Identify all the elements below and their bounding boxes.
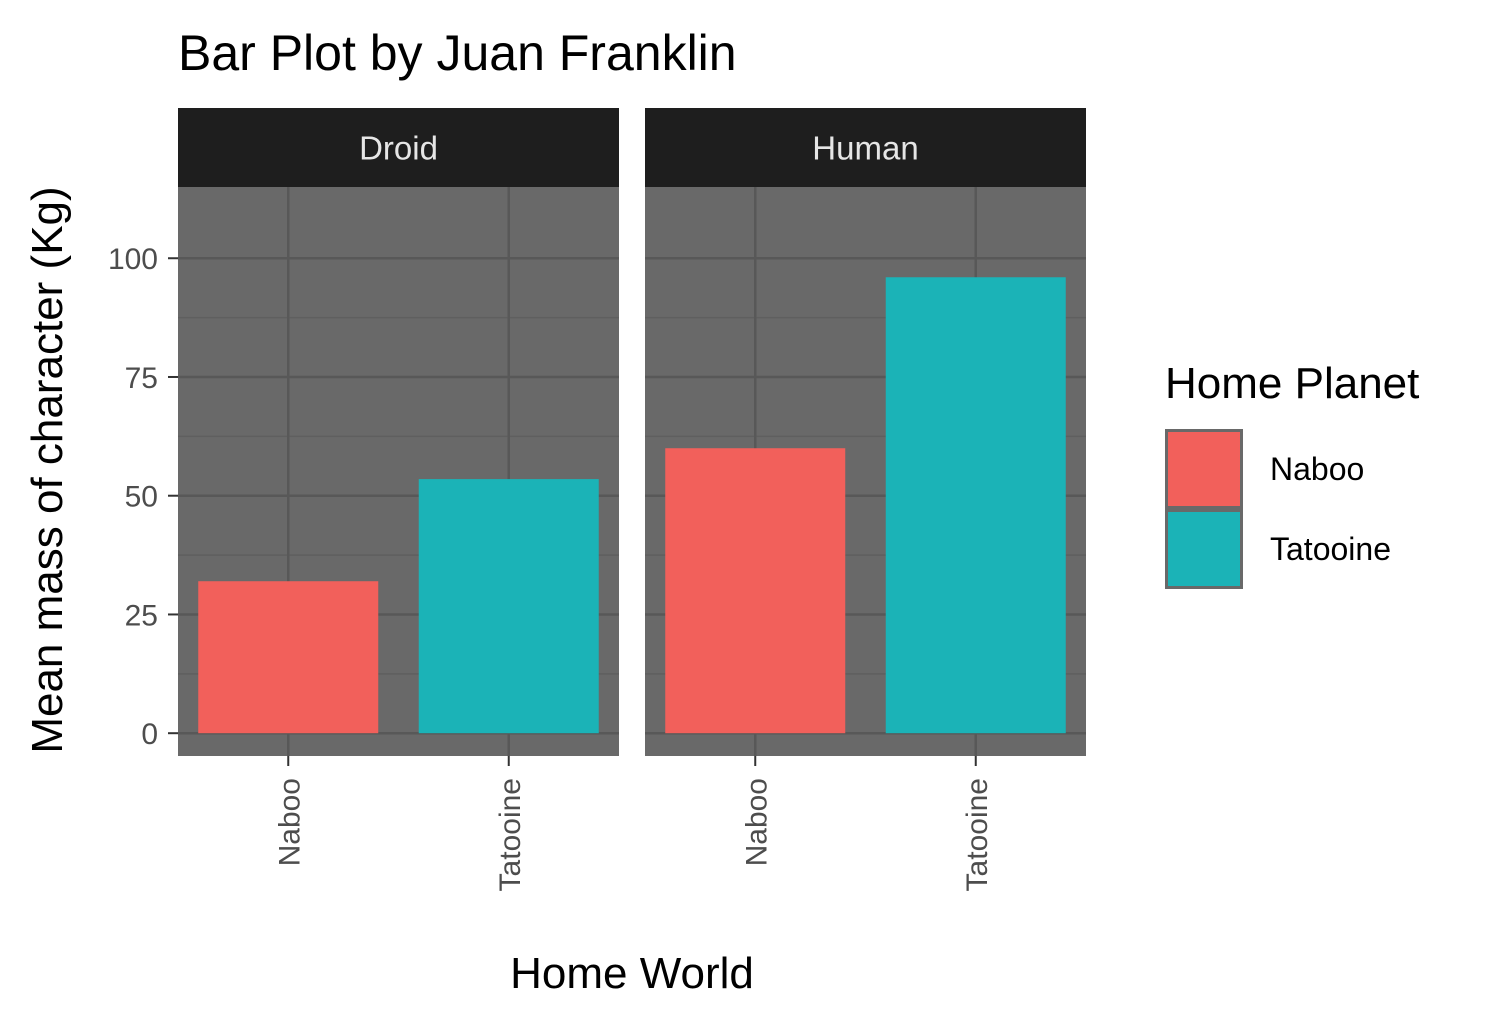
legend-title: Home Planet — [1165, 359, 1419, 408]
x-tick-label: Tatooine — [494, 778, 527, 891]
y-tick-label: 50 — [125, 481, 158, 514]
facet-panel-human: Human — [645, 108, 1086, 756]
facet-strip-label: Droid — [359, 130, 438, 167]
facet-panels: Droid Human — [178, 108, 1086, 756]
bar-droid-tatooine — [418, 479, 599, 734]
y-axis-title: Mean mass of character (Kg) — [23, 186, 72, 753]
x-axis: Naboo Tatooine Naboo Tatooine — [273, 756, 994, 891]
y-tick-label: 0 — [141, 718, 158, 751]
bar-human-tatooine — [885, 277, 1066, 734]
y-axis: 0 25 50 75 100 — [108, 243, 178, 751]
legend-key-swatch — [1168, 512, 1240, 586]
legend-label: Tatooine — [1270, 531, 1391, 567]
x-axis-title: Home World — [510, 949, 754, 998]
x-tick-label: Naboo — [740, 778, 773, 866]
legend-label: Naboo — [1270, 451, 1364, 487]
bar-human-naboo — [665, 448, 846, 734]
facet-strip-label: Human — [812, 130, 918, 167]
y-tick-label: 75 — [125, 362, 158, 395]
facet-strip — [178, 108, 619, 187]
x-tick-label: Naboo — [273, 778, 306, 866]
facet-panel-droid: Droid — [178, 108, 619, 756]
y-tick-label: 100 — [108, 243, 158, 276]
legend: Home Planet Naboo Tatooine — [1165, 359, 1419, 589]
bar-droid-naboo — [198, 581, 379, 734]
x-tick-label: Tatooine — [961, 778, 994, 891]
legend-key-swatch — [1168, 432, 1240, 506]
y-tick-label: 25 — [125, 599, 158, 632]
facet-strip — [645, 108, 1086, 187]
chart-title: Bar Plot by Juan Franklin — [178, 25, 737, 81]
